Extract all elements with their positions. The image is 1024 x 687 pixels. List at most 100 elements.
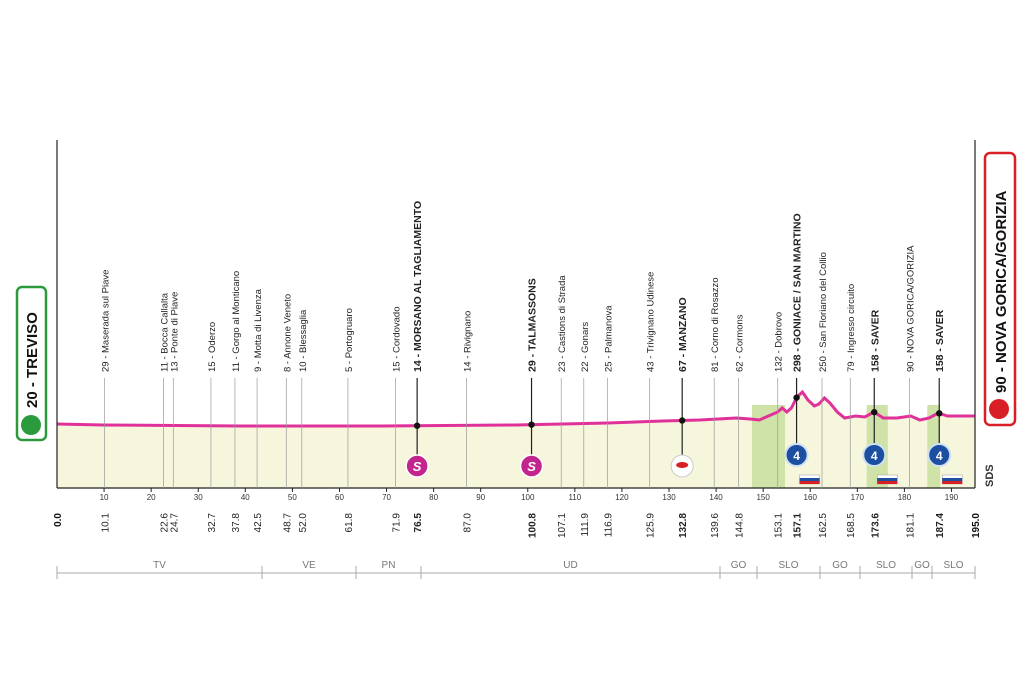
km-label: 195.0: [971, 513, 982, 538]
waypoint-dot: [936, 410, 943, 417]
waypoint-label: 158 - SAVER: [869, 309, 881, 372]
sprint-icon-label: S: [527, 459, 536, 474]
kom-icon-label: 4: [936, 449, 943, 463]
waypoint-km: 42.5: [253, 513, 264, 533]
waypoint-km: 116.9: [603, 513, 614, 538]
kom-icon: [784, 443, 809, 467]
flag-band: [799, 481, 820, 484]
sprint-icon: [519, 454, 544, 478]
region-label: UD: [563, 560, 577, 571]
region-label: VE: [302, 560, 316, 571]
waypoint-km: 37.8: [231, 513, 242, 533]
waypoint-km: 100.8: [528, 513, 539, 538]
waypoint-label: 14 - Rivignano: [463, 311, 474, 372]
flag-band: [877, 481, 898, 484]
region-label: GO: [832, 560, 848, 571]
km-tick-label: 90: [476, 493, 485, 502]
waypoint-km: 139.6: [710, 513, 721, 538]
km-tick-label: 190: [945, 493, 959, 502]
waypoint-km: 187.4: [935, 513, 946, 538]
finish-icon: [989, 399, 1009, 419]
kom-icon: [862, 443, 887, 467]
waypoint-label: 23 - Castions di Strada: [557, 275, 568, 372]
km-tick-label: 100: [521, 493, 535, 502]
region-label: TV: [153, 560, 166, 571]
waypoint-km: 144.8: [735, 513, 746, 538]
km-tick-label: 60: [335, 493, 344, 502]
flag-band: [877, 478, 898, 481]
start-label: 20 - TREVISO: [24, 312, 41, 408]
finish-box: [983, 151, 1017, 427]
km-tick-label: 70: [382, 493, 391, 502]
waypoint-label: 158 - SAVER: [934, 309, 946, 372]
region-label: SLO: [876, 560, 896, 571]
waypoint-label: 9 - Motta di Livenza: [253, 288, 264, 372]
waypoint-label: 250 - San Floriano del Collio: [818, 252, 829, 372]
waypoint-label: 29 - TALMASSONS: [527, 278, 539, 372]
waypoint-km: 87.0: [463, 513, 474, 533]
waypoint-label: 15 - Cordovado: [391, 307, 402, 372]
km-tick-label: 130: [662, 493, 676, 502]
flag-band: [799, 478, 820, 481]
waypoint-km: 111.9: [580, 513, 591, 537]
waypoint-label: 22 - Gonars: [580, 322, 591, 372]
waypoint-km: 157.1: [793, 513, 804, 538]
waypoint-label: 62 - Cormons: [735, 314, 746, 372]
waypoint-label: 81 - Corno di Rosazzo: [710, 277, 721, 372]
waypoint-label: 5 - Portogruaro: [344, 308, 355, 372]
waypoint-km: 48.7: [282, 513, 293, 533]
km-tick-label: 160: [804, 493, 818, 502]
sprint-icon-label: S: [413, 459, 422, 474]
waypoint-km: 168.5: [846, 513, 857, 538]
waypoint-label: 79 - Ingresso circuito: [846, 284, 857, 372]
km-tick-label: 30: [194, 493, 203, 502]
waypoint-label: 25 - Palmanova: [603, 305, 614, 372]
waypoint-km: 22.6: [159, 513, 170, 533]
waypoint-label: 298 - GONIACE / SAN MARTINO: [792, 213, 804, 372]
waypoint-label: 43 - Trivignano Udinese: [646, 272, 657, 372]
km-tick-label: 180: [898, 493, 912, 502]
waypoint-km: 24.7: [169, 513, 180, 533]
waypoint-label: 29 - Maserada sul Piave: [101, 270, 112, 372]
kom-icon: [927, 443, 952, 467]
flag-band: [942, 481, 963, 484]
km-label: 0.0: [53, 513, 64, 527]
waypoint-km: 125.9: [646, 513, 657, 538]
waypoint-km: 76.5: [413, 513, 424, 533]
start-icon: [21, 415, 41, 435]
km-tick-label: 140: [709, 493, 723, 502]
waypoint-label: 15 - Oderzo: [207, 322, 218, 372]
start-box: [15, 285, 48, 442]
km-tick-label: 120: [615, 493, 629, 502]
waypoint-label: 13 - Ponte di Piave: [169, 292, 180, 372]
flag-band: [942, 478, 963, 481]
kom-icon-label: 4: [871, 449, 878, 463]
waypoint-label: 11 - Bocca Callalta: [159, 292, 170, 372]
waypoint-km: 32.7: [207, 513, 218, 533]
waypoint-dot: [528, 421, 535, 428]
waypoint-km: 173.6: [870, 513, 881, 538]
sprint-icon: [405, 454, 429, 478]
region-label: SLO: [778, 560, 798, 571]
profile-line: [56, 389, 975, 428]
waypoint-km: 162.5: [818, 513, 829, 538]
waypoint-label: 90 - NOVA GORICA/GORIZIA: [906, 245, 917, 372]
waypoint-label: 132 - Dobrovo: [774, 312, 785, 372]
waypoint-km: 71.9: [391, 513, 402, 533]
waypoint-km: 181.1: [906, 513, 917, 538]
finish-label: 90 - NOVA GORICA/GORIZIA: [993, 190, 1010, 393]
bonus-icon-mark: [676, 462, 689, 468]
region-label: SLO: [943, 560, 963, 571]
region-label: GO: [731, 560, 747, 571]
waypoint-dot: [413, 422, 421, 429]
km-tick-label: 20: [147, 493, 156, 502]
waypoint-km: 52.0: [298, 513, 309, 533]
km-tick-label: 40: [241, 493, 250, 502]
waypoint-km: 153.1: [774, 513, 785, 538]
kom-icon-label: 4: [793, 449, 800, 463]
region-label: PN: [382, 560, 396, 571]
waypoint-label: 8 - Annone Veneto: [282, 294, 293, 372]
km-tick-label: 150: [756, 493, 770, 502]
